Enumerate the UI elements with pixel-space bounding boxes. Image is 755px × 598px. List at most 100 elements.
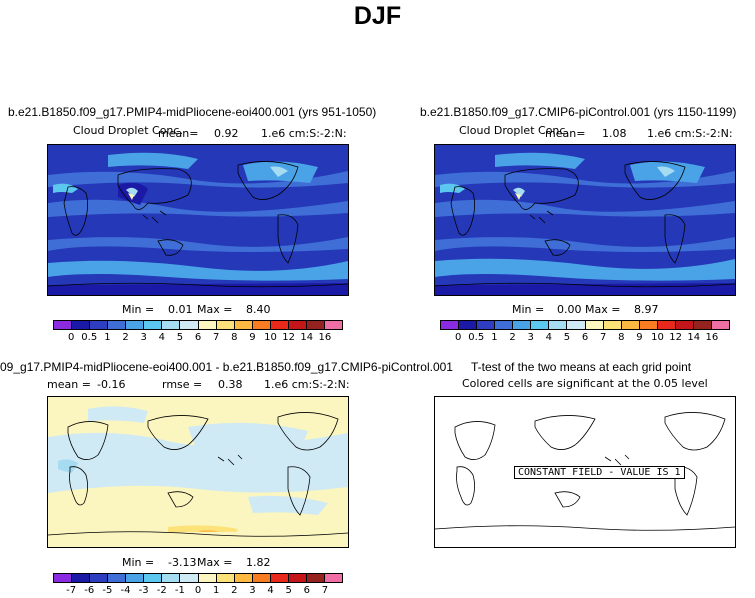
panel1-mean: 0.92 xyxy=(214,127,239,140)
panel2-colorbar-color-swatch xyxy=(657,321,676,329)
panel1-colorbar-tick-label: 12 xyxy=(282,332,295,343)
panel2-colorbar-color-swatch xyxy=(477,321,496,329)
panel1-colorbar-color-swatch xyxy=(108,321,127,329)
panel3-colorbar-tick-label: 2 xyxy=(231,585,238,596)
panel3-units: 1.e6 cm:S:-2:N: xyxy=(264,378,350,391)
panel1-colorbar xyxy=(53,320,343,330)
panel1-colorbar-tick-label: 10 xyxy=(264,332,277,343)
panel2-colorbar xyxy=(440,320,730,330)
panel3-colorbar-tick-label: -7 xyxy=(66,585,77,596)
panel1-colorbar-ticks: 0 0.5 1 2 3 4 5 6 7 8 9 10 12 14 16 xyxy=(53,332,343,344)
panel3-case-title: 09_g17.PMIP4-midPliocene-eoi400.001 - b.… xyxy=(0,360,453,374)
panel3-colorbar-color-swatch xyxy=(90,574,109,582)
panel3-map xyxy=(47,396,349,548)
panel2-colorbar-color-swatch xyxy=(603,321,622,329)
panel2-colorbar-tick-label: 9 xyxy=(636,332,643,343)
panel3-colorbar-tick-label: 6 xyxy=(303,585,310,596)
panel2-colorbar-tick-label: 10 xyxy=(651,332,664,343)
panel3-colorbar-tick-label: -6 xyxy=(84,585,95,596)
panel2-min-label: Min = xyxy=(512,303,545,316)
panel2-colorbar-tick-label: 3 xyxy=(527,332,534,343)
panel3-colorbar-color-swatch xyxy=(324,574,342,582)
panel1-colorbar-tick-label: 0 xyxy=(67,332,75,343)
panel2-colorbar-color-swatch xyxy=(459,321,478,329)
panel2-colorbar-tick-label: 0 xyxy=(454,332,462,343)
panel1-max-label: Max = xyxy=(197,303,233,316)
panel3-rmse: 0.38 xyxy=(218,378,243,391)
panel3-colorbar-color-swatch xyxy=(54,574,73,582)
panel1-max: 8.40 xyxy=(246,303,271,316)
panel3-colorbar-tick-label: 3 xyxy=(249,585,256,596)
panel1-colorbar-tick-label: 7 xyxy=(212,332,220,343)
panel3-colorbar-color-swatch xyxy=(216,574,235,582)
panel3-colorbar-color-swatch xyxy=(234,574,253,582)
panel1-colorbar-tick-label: 3 xyxy=(140,332,147,343)
panel1-colorbar-tick-label: 9 xyxy=(249,332,256,343)
panel3-colorbar-tick-label: 4 xyxy=(267,585,274,596)
panel3-colorbar-color-swatch xyxy=(144,574,163,582)
panel1-colorbar-color-swatch xyxy=(162,321,181,329)
panel1-colorbar-color-swatch xyxy=(180,321,199,329)
panel2-colorbar-tick-label: 12 xyxy=(669,332,682,343)
panel3-colorbar-tick-label: -2 xyxy=(156,585,167,596)
panel3-colorbar-color-swatch xyxy=(270,574,289,582)
panel3-colorbar-tick-label: -5 xyxy=(102,585,113,596)
panel2-map xyxy=(434,144,736,296)
panel2-colorbar-tick-label: 6 xyxy=(581,332,589,343)
panel2-colorbar-tick-label: 5 xyxy=(563,332,571,343)
panel3-mean: -0.16 xyxy=(97,378,126,391)
panel2-colorbar-tick-label: 8 xyxy=(618,332,625,343)
panel2-colorbar-color-swatch xyxy=(549,321,568,329)
panel2-case-title: b.e21.B1850.f09_g17.CMIP6-piControl.001 … xyxy=(420,105,737,119)
panel3-colorbar-tick-label: -4 xyxy=(120,585,131,596)
panel2-colorbar-tick-label: 14 xyxy=(687,332,701,343)
panel3-colorbar-color-swatch xyxy=(198,574,217,582)
panel3-max: 1.82 xyxy=(246,556,271,569)
panel3-min-label: Min = xyxy=(122,556,155,569)
panel1-colorbar-color-swatch xyxy=(216,321,235,329)
panel2-max: 8.97 xyxy=(634,303,659,316)
panel3-colorbar-tick-label: 5 xyxy=(285,585,292,596)
panel4-subtitle: Colored cells are significant at the 0.0… xyxy=(462,377,708,390)
panel2-max-label: Max = xyxy=(585,303,621,316)
panel1-colorbar-tick-label: 2 xyxy=(122,332,129,343)
panel3-colorbar-color-swatch xyxy=(288,574,307,582)
panel2-map-graphic xyxy=(435,145,735,295)
panel1-variable: Cloud Droplet Conc. xyxy=(73,124,183,137)
panel1-min: 0.01 xyxy=(168,303,193,316)
panel2-colorbar-color-swatch xyxy=(567,321,586,329)
panel2-colorbar-color-swatch xyxy=(639,321,658,329)
panel1-colorbar-tick-label: 16 xyxy=(318,332,332,343)
panel3-colorbar-color-swatch xyxy=(72,574,91,582)
panel2-colorbar-tick-label: 0.5 xyxy=(468,332,485,343)
panel2-colorbar-color-swatch xyxy=(711,321,729,329)
panel3-min: -3.13 xyxy=(168,556,197,569)
panel2-colorbar-color-swatch xyxy=(675,321,694,329)
panel1-colorbar-color-swatch xyxy=(54,321,73,329)
panel1-colorbar-tick-label: 0.5 xyxy=(81,332,98,343)
panel1-colorbar-tick-label: 1 xyxy=(104,332,111,343)
figure-title: DJF xyxy=(353,2,402,30)
panel3-colorbar-tick-label: 7 xyxy=(321,585,329,596)
panel3-colorbar-color-swatch xyxy=(108,574,127,582)
panel2-colorbar-tick-label: 4 xyxy=(545,332,552,343)
panel1-colorbar-color-swatch xyxy=(324,321,342,329)
panel2-colorbar-color-swatch xyxy=(441,321,460,329)
panel2-colorbar-color-swatch xyxy=(585,321,604,329)
panel2-colorbar-color-swatch xyxy=(495,321,514,329)
panel2-colorbar-color-swatch xyxy=(513,321,532,329)
panel3-colorbar-color-swatch xyxy=(180,574,199,582)
panel1-colorbar-color-swatch xyxy=(288,321,307,329)
panel2-colorbar-color-swatch xyxy=(621,321,640,329)
panel1-colorbar-color-swatch xyxy=(90,321,109,329)
panel1-map-graphic xyxy=(48,145,348,295)
panel1-min-label: Min = xyxy=(122,303,155,316)
panel4-map xyxy=(434,396,736,548)
panel3-colorbar-color-swatch xyxy=(126,574,145,582)
panel3-colorbar-tick-label: -1 xyxy=(174,585,185,596)
panel3-colorbar-ticks: -7 -6 -5 -4 -3 -2 -1 0 1 2 3 4 5 6 7 xyxy=(53,585,343,597)
panel2-min: 0.00 xyxy=(557,303,582,316)
panel2-colorbar-tick-label: 1 xyxy=(491,332,498,343)
panel1-colorbar-color-swatch xyxy=(198,321,217,329)
panel2-mean: 1.08 xyxy=(602,127,627,140)
